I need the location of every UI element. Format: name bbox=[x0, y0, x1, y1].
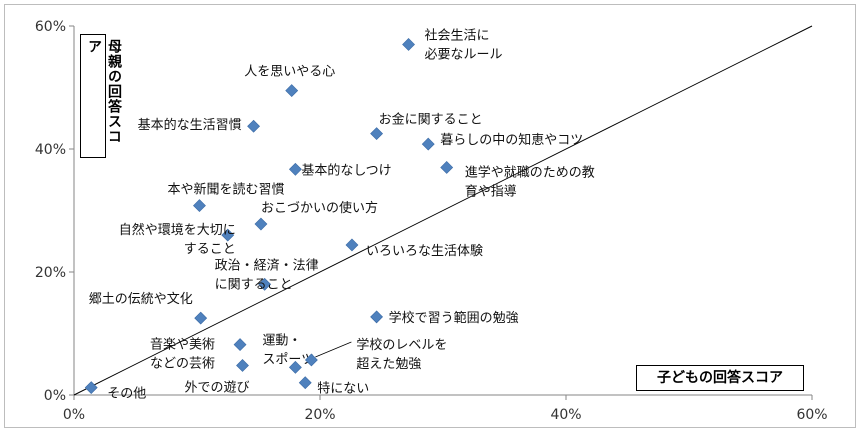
point-label-line: おこづかいの使い方 bbox=[261, 200, 378, 216]
point-label-line: 特にない bbox=[317, 382, 369, 397]
data-point-marker bbox=[84, 381, 98, 395]
point-label: お金に関すること bbox=[379, 112, 483, 128]
y-tick-label: 0% bbox=[44, 388, 66, 404]
point-label: 学校のレベルを超えた勉強 bbox=[356, 337, 447, 372]
data-point-marker bbox=[258, 277, 272, 291]
point-label-line: に関すること bbox=[215, 277, 293, 292]
x-axis-label: 子どもの回答スコア bbox=[657, 370, 783, 386]
point-label: 政治・経済・法律に関すること bbox=[215, 257, 319, 292]
point-label-line: 学校で習う範囲の勉強 bbox=[389, 310, 519, 326]
x-axis-label-box: 子どもの回答スコア bbox=[636, 365, 804, 391]
point-label: 基本的な生活習慣 bbox=[138, 117, 242, 133]
point-label-line: 本や新聞を読む習慣 bbox=[167, 182, 284, 198]
data-point-marker bbox=[345, 238, 359, 252]
point-label: その他 bbox=[107, 387, 146, 402]
point-label: 音楽や美術などの芸術 bbox=[150, 337, 215, 372]
data-point-marker bbox=[285, 84, 299, 97]
x-tick-label: 20% bbox=[304, 407, 335, 423]
point-label: 外での遊び bbox=[185, 380, 250, 395]
x-tick-label: 0% bbox=[63, 407, 85, 423]
y-tick-label: 20% bbox=[35, 265, 66, 281]
point-label-line: 郷土の伝統や文化 bbox=[89, 292, 193, 307]
data-point-marker bbox=[221, 228, 235, 242]
point-label-line: すること bbox=[184, 242, 236, 257]
point-label-line: 進学や就職のための教 bbox=[465, 164, 595, 180]
point-label-line: 音楽や美術 bbox=[150, 337, 215, 353]
point-label-line: 外での遊び bbox=[185, 380, 250, 395]
data-point-marker bbox=[194, 311, 208, 325]
data-point-marker bbox=[247, 119, 261, 133]
data-point-marker bbox=[440, 161, 454, 174]
point-label-line: 暮らしの中の知恵やコツ bbox=[440, 132, 583, 148]
data-point-marker bbox=[370, 310, 384, 324]
point-label-line: 学校のレベルを bbox=[356, 337, 447, 353]
data-point-marker bbox=[288, 162, 302, 176]
data-point-marker bbox=[236, 359, 249, 372]
leader-line bbox=[315, 341, 352, 358]
y-axis-label: 母親の回答スコア bbox=[86, 39, 122, 144]
point-label-line: 自然や環境を大切に bbox=[119, 222, 236, 238]
x-tick-label: 60% bbox=[796, 407, 827, 423]
data-point-marker bbox=[370, 127, 384, 141]
y-tick-label: 60% bbox=[35, 19, 66, 35]
y-tick-label: 40% bbox=[35, 142, 66, 158]
point-label-line: 必要なルール bbox=[425, 47, 503, 62]
data-point-marker bbox=[304, 353, 318, 367]
point-label: 本や新聞を読む習慣 bbox=[167, 182, 284, 198]
point-label: 郷土の伝統や文化 bbox=[89, 292, 193, 307]
point-label-line: などの芸術 bbox=[150, 356, 215, 372]
point-label-line: 人を思いやる心 bbox=[244, 65, 335, 80]
point-label-line: 育や指導 bbox=[465, 183, 517, 199]
point-label-line: 政治・経済・法律 bbox=[215, 257, 319, 273]
point-label: 学校で習う範囲の勉強 bbox=[389, 310, 519, 326]
point-label-line: お金に関すること bbox=[379, 112, 483, 128]
data-point-marker bbox=[193, 199, 206, 213]
x-tick-label: 40% bbox=[550, 407, 581, 423]
point-label-line: 社会生活に bbox=[425, 27, 490, 43]
point-label-line: 基本的な生活習慣 bbox=[138, 117, 242, 133]
data-point-marker bbox=[421, 137, 435, 151]
point-label: 暮らしの中の知恵やコツ bbox=[440, 132, 583, 148]
data-point-marker bbox=[298, 376, 312, 390]
data-point-marker bbox=[233, 338, 247, 351]
data-point-marker bbox=[402, 38, 415, 51]
point-label: 人を思いやる心 bbox=[244, 65, 335, 80]
point-label-line: その他 bbox=[107, 387, 146, 402]
point-label-line: 基本的なしつけ bbox=[301, 162, 391, 178]
data-point-marker bbox=[254, 217, 268, 231]
point-label: 特にない bbox=[317, 382, 369, 397]
point-label: 自然や環境を大切にすること bbox=[119, 222, 236, 257]
point-label: いろいろな生活体験 bbox=[366, 244, 483, 259]
y-axis-label-box: 母親の回答スコア bbox=[80, 34, 122, 158]
diagonal-line bbox=[73, 25, 813, 396]
data-point-marker bbox=[288, 360, 302, 374]
point-label-line: いろいろな生活体験 bbox=[366, 244, 483, 259]
point-label-line: 超えた勉強 bbox=[356, 357, 421, 372]
point-label: 社会生活に必要なルール bbox=[425, 27, 503, 62]
point-label: 進学や就職のための教育や指導 bbox=[465, 164, 595, 199]
point-label-line: 運動・ bbox=[262, 333, 301, 348]
point-label-line: スポーツ bbox=[262, 352, 314, 367]
point-label: 基本的なしつけ bbox=[301, 162, 391, 178]
point-label: 運動・スポーツ bbox=[262, 333, 314, 367]
point-label: おこづかいの使い方 bbox=[261, 200, 378, 216]
